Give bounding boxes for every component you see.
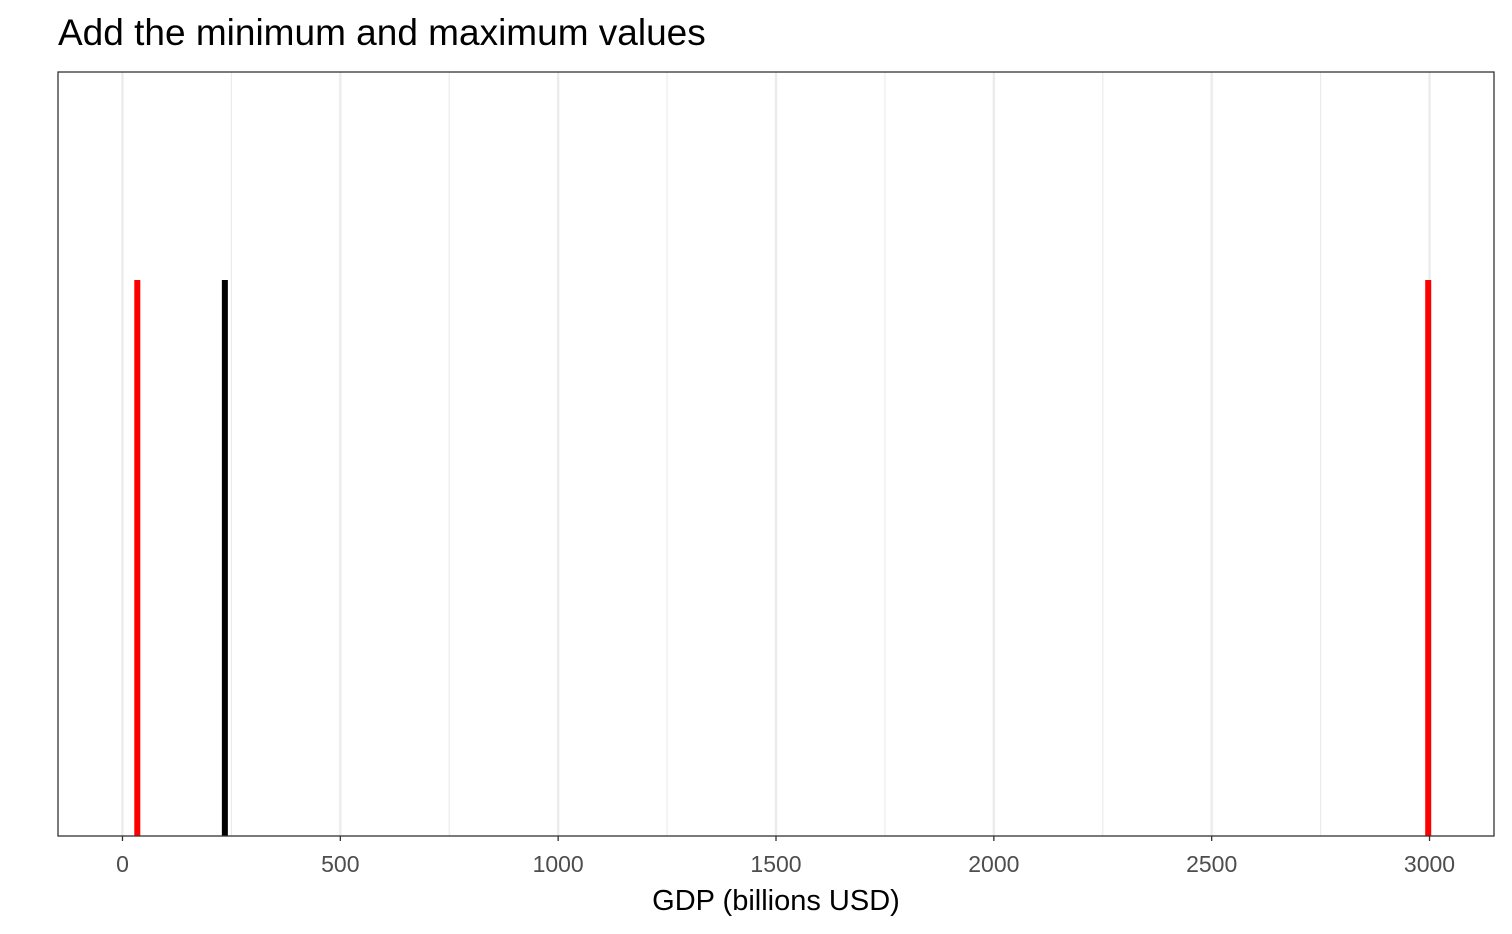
x-tick-label: 500 (321, 851, 359, 877)
chart-title: Add the minimum and maximum values (58, 12, 706, 53)
x-tick-label: 2000 (968, 851, 1019, 877)
minor-gridlines (230, 72, 1322, 836)
value-bar-0-0 (221, 280, 228, 836)
x-tick-label: 1000 (533, 851, 584, 877)
major-gridlines (121, 72, 1431, 836)
extreme-value-bar-1-0 (134, 280, 141, 836)
x-tick-label: 3000 (1404, 851, 1455, 877)
extreme-value-bar-1-1 (1425, 280, 1432, 836)
x-tick-label: 1500 (750, 851, 801, 877)
x-tick-label: 2500 (1186, 851, 1237, 877)
x-axis-ticks: 0 500 1000 1500 2000 2500 3000 (116, 836, 1455, 877)
data-marks (134, 280, 1432, 836)
x-axis-title: GDP (billions USD) (652, 885, 900, 917)
x-tick-label: 0 (116, 851, 129, 877)
